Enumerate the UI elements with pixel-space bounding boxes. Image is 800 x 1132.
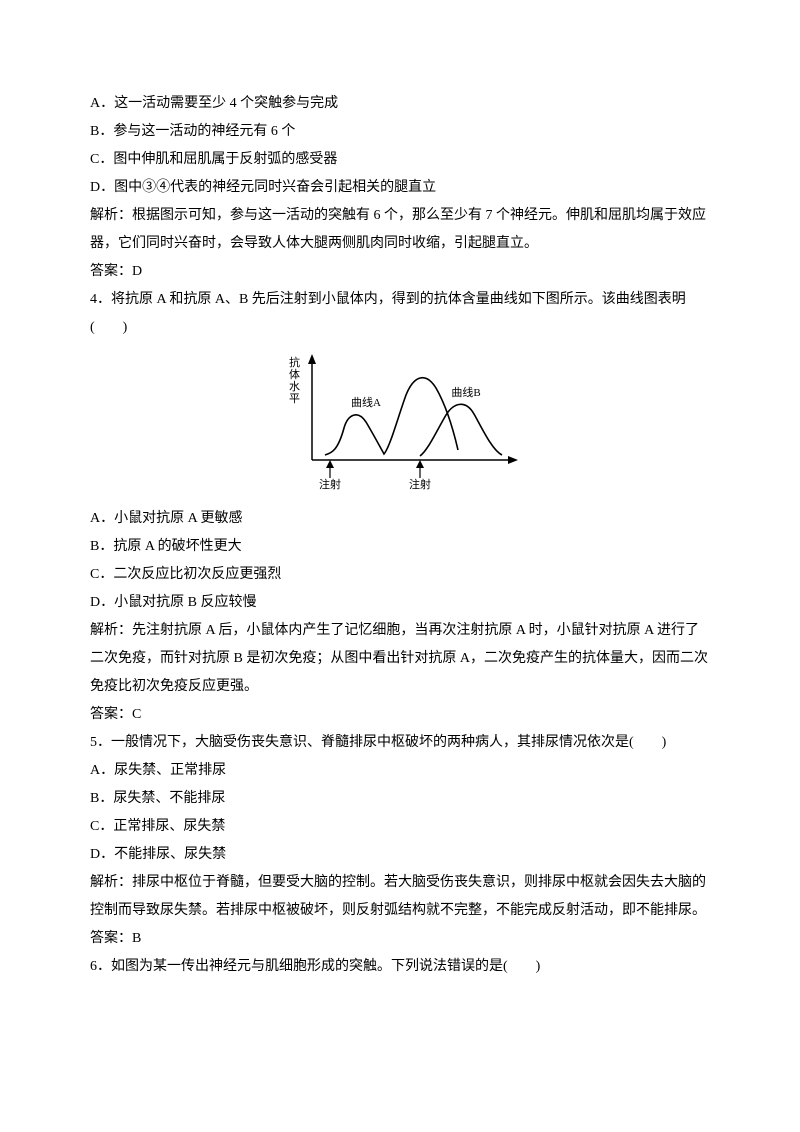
q3-option-a: A．这一活动需要至少 4 个突触参与完成	[90, 90, 710, 118]
q4-option-d: D．小鼠对抗原 B 反应较慢	[90, 589, 710, 617]
svg-text:曲线B: 曲线B	[451, 385, 480, 399]
svg-text:曲线A: 曲线A	[351, 395, 381, 409]
q3-option-b: B．参与这一活动的神经元有 6 个	[90, 118, 710, 146]
q6-stem: 6．如图为某一传出神经元与肌细胞形成的突触。下列说法错误的是( )	[90, 953, 710, 981]
svg-text:抗体水平: 抗体水平	[289, 355, 300, 405]
q4-option-a: A．小鼠对抗原 A 更敏感	[90, 505, 710, 533]
q3-answer: 答案：D	[90, 258, 710, 286]
svg-text:注射: 注射	[319, 477, 341, 490]
q5-stem: 5．一般情况下，大脑受伤丧失意识、脊髓排尿中枢破坏的两种病人，其排尿情况依次是(…	[90, 729, 710, 757]
q5-option-a: A．尿失禁、正常排尿	[90, 757, 710, 785]
q4-answer: 答案：C	[90, 701, 710, 729]
q5-option-c: C．正常排尿、尿失禁	[90, 813, 710, 841]
q4-chart: 抗体水平 曲线A 曲线B 注射 注射	[90, 350, 710, 501]
q5-option-d: D．不能排尿、尿失禁	[90, 841, 710, 869]
q3-analysis: 解析：根据图示可知，参与这一活动的突触有 6 个，那么至少有 7 个神经元。伸肌…	[90, 202, 710, 258]
q5-option-b: B．尿失禁、不能排尿	[90, 785, 710, 813]
q4-stem: 4．将抗原 A 和抗原 A、B 先后注射到小鼠体内，得到的抗体含量曲线如下图所示…	[90, 286, 710, 342]
q4-option-c: C．二次反应比初次反应更强烈	[90, 561, 710, 589]
q4-option-b: B．抗原 A 的破坏性更大	[90, 533, 710, 561]
q5-answer: 答案：B	[90, 925, 710, 953]
q3-option-d: D．图中③④代表的神经元同时兴奋会引起相关的腿直立	[90, 174, 710, 202]
svg-text:注射: 注射	[409, 477, 431, 490]
q4-analysis: 解析：先注射抗原 A 后，小鼠体内产生了记忆细胞，当再次注射抗原 A 时，小鼠针…	[90, 617, 710, 701]
q3-option-c: C．图中伸肌和屈肌属于反射弧的感受器	[90, 146, 710, 174]
q5-analysis: 解析：排尿中枢位于脊髓，但要受大脑的控制。若大脑受伤丧失意识，则排尿中枢就会因失…	[90, 869, 710, 925]
